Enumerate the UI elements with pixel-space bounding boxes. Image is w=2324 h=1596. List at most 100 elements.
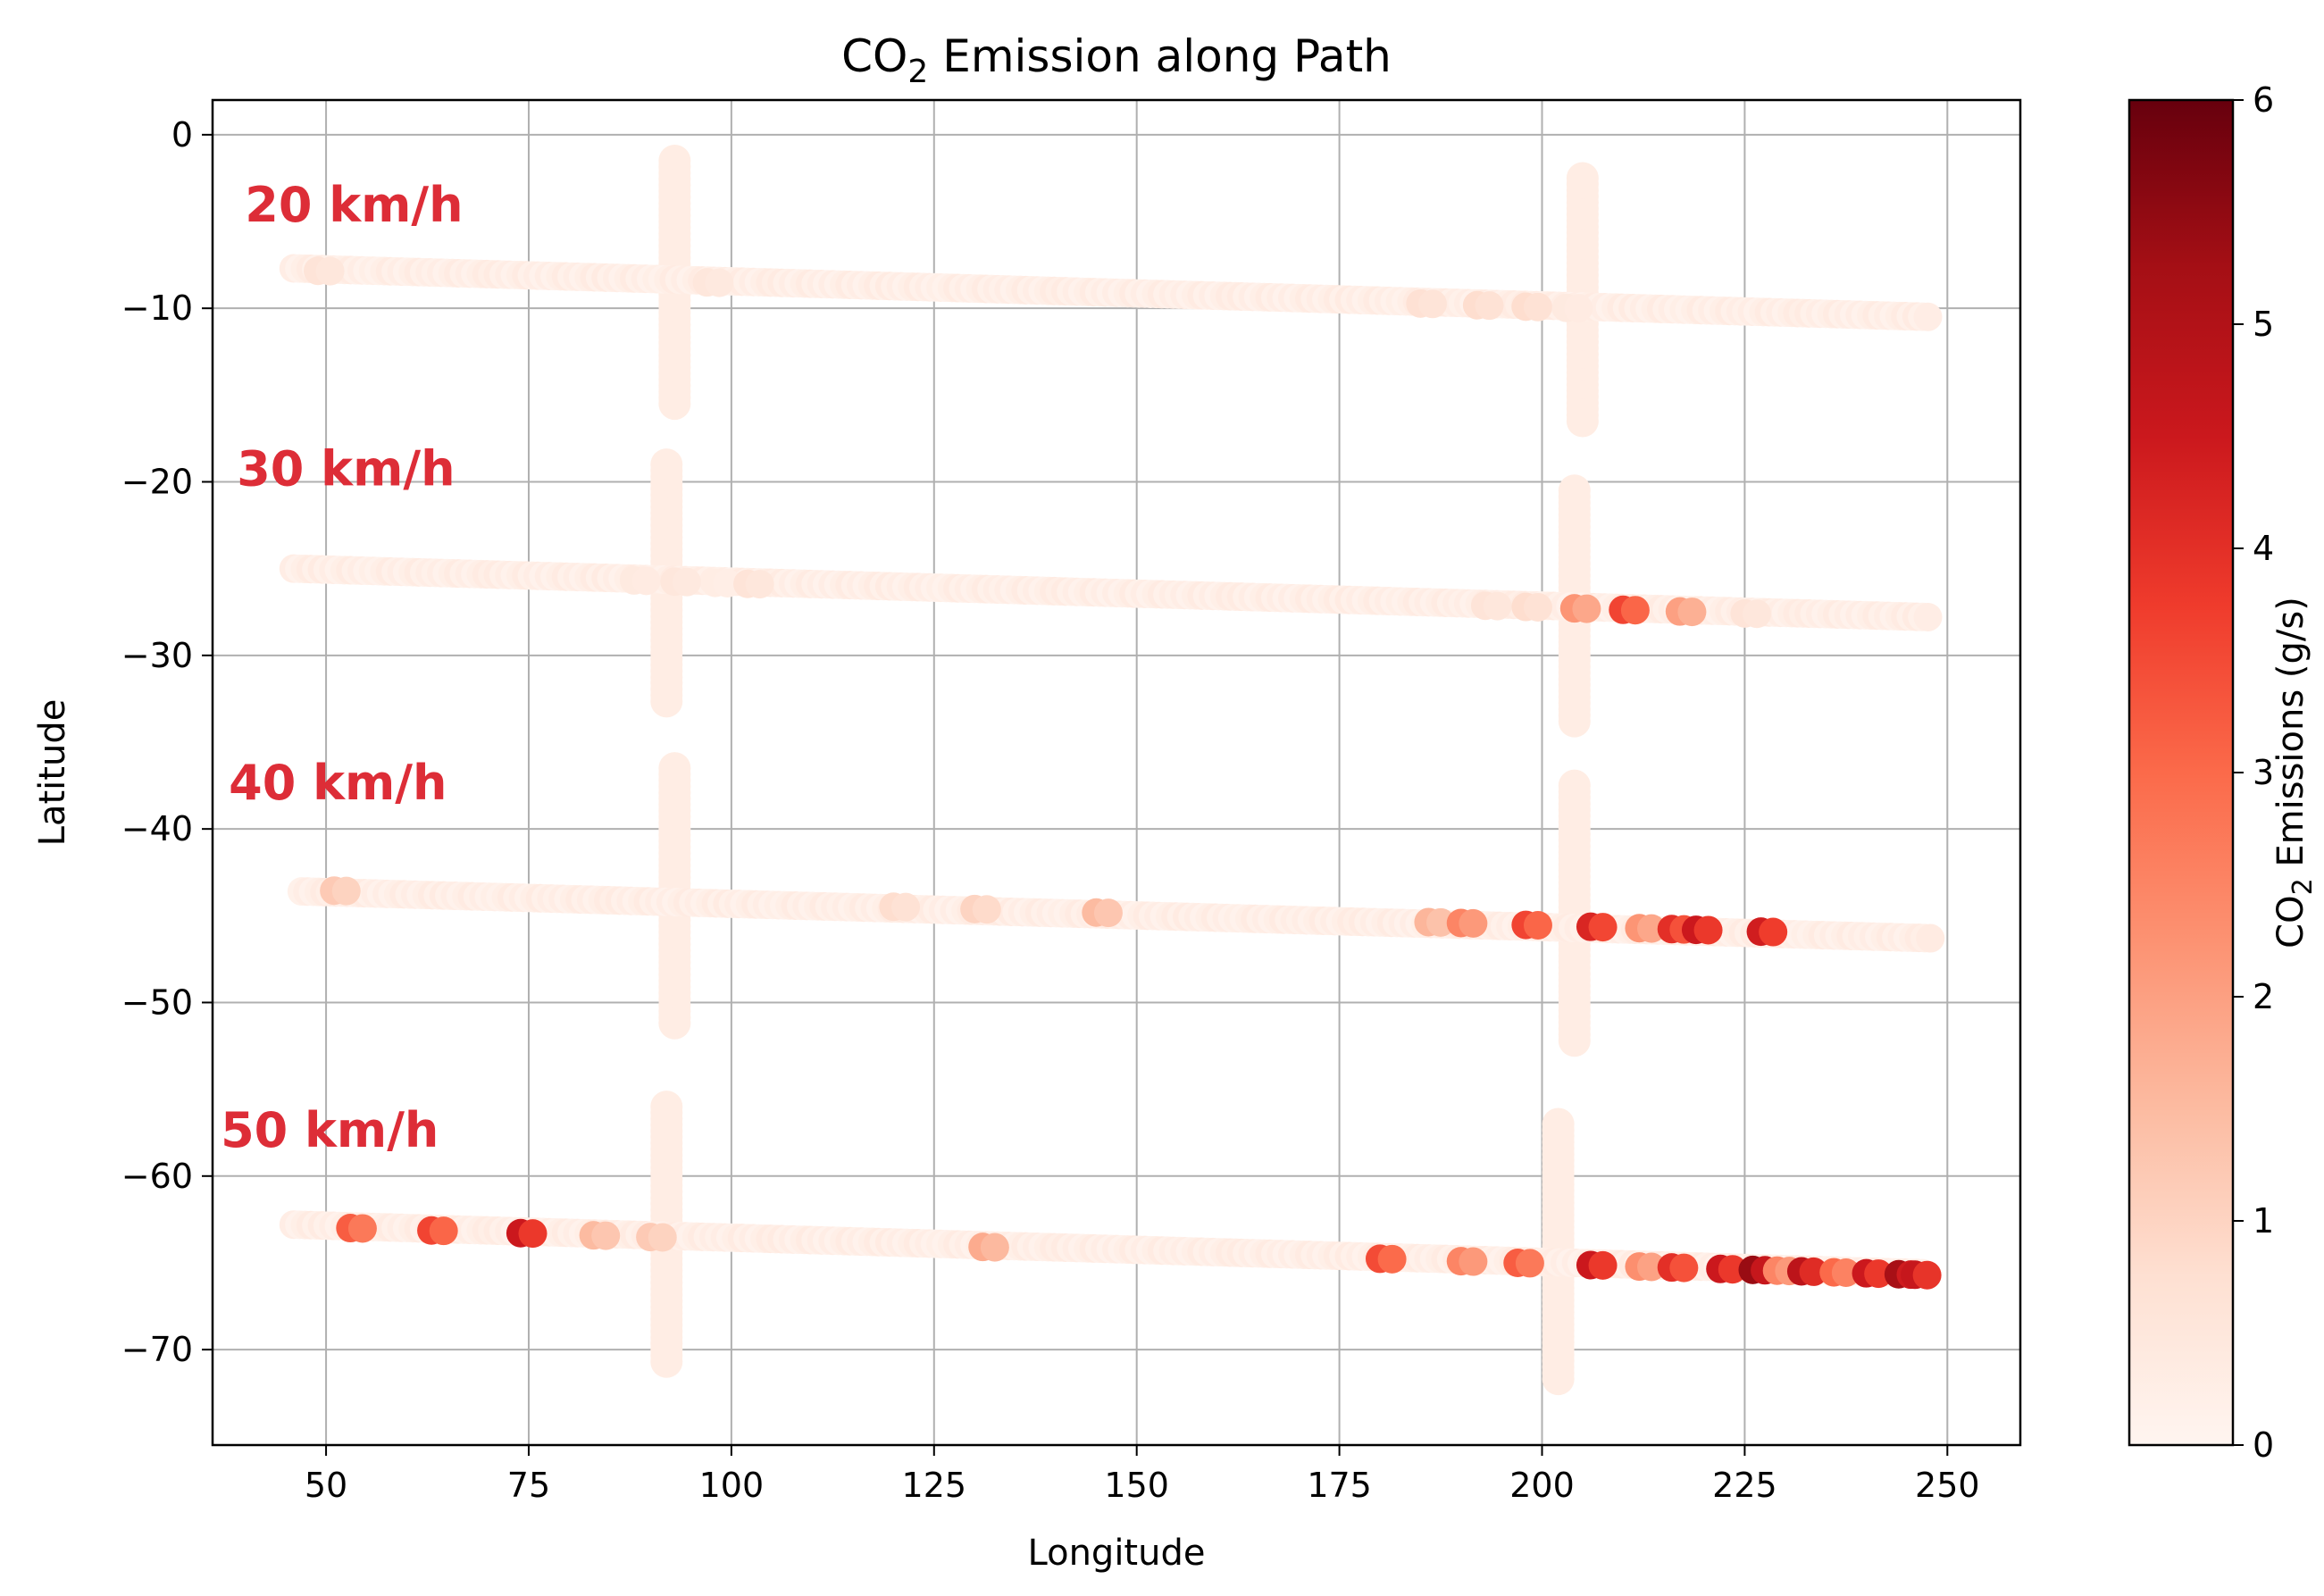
emission-point [972, 895, 1001, 924]
colorbar-tick-label: 0 [2253, 1425, 2274, 1465]
emission-point [980, 1233, 1009, 1262]
y-tick-label: −70 [121, 1330, 193, 1369]
crossing-point [658, 1007, 691, 1040]
plot-area [279, 145, 1945, 1396]
emission-point [1831, 1258, 1860, 1287]
emission-point [1718, 1255, 1747, 1284]
y-tick-label: −60 [121, 1157, 193, 1196]
emission-point [315, 256, 345, 286]
path-point [1913, 602, 1943, 631]
emission-point [1475, 291, 1504, 321]
colorbar-label: CO2 Emissions (g/s) [2270, 597, 2319, 948]
emission-point [891, 892, 921, 922]
y-axis-label: Latitude [32, 699, 73, 847]
crossing-point [1558, 705, 1591, 738]
emission-point [713, 569, 742, 598]
emission-point [1417, 289, 1447, 319]
grid [213, 100, 2020, 1445]
emission-point [1588, 913, 1618, 942]
crossing-point [650, 685, 683, 718]
colorbar-gradient [2128, 98, 2235, 1447]
crossing-point [1558, 1024, 1591, 1057]
path-series-3 [287, 752, 1945, 1057]
emission-point [745, 570, 774, 599]
emission-point [591, 1221, 621, 1250]
path-point [1916, 923, 1945, 953]
emission-point [631, 566, 661, 596]
y-tick-label: −30 [121, 636, 193, 675]
path-series-1 [279, 145, 1943, 438]
emission-point [1523, 910, 1552, 940]
emission-point [1588, 1250, 1618, 1280]
crossing-point [650, 1345, 683, 1378]
colorbar-tick-label: 4 [2253, 529, 2274, 568]
x-tick-label: 175 [1307, 1466, 1372, 1505]
emission-point [1564, 294, 1593, 323]
emission-point [1620, 596, 1650, 625]
x-tick-label: 50 [305, 1466, 347, 1505]
emission-point [429, 1216, 458, 1246]
emission-point [1093, 898, 1123, 928]
crossing-point [1566, 405, 1599, 438]
emission-point [1759, 917, 1788, 947]
x-tick-label: 250 [1915, 1466, 1980, 1505]
y-tick-label: 0 [171, 115, 193, 155]
emission-point [672, 567, 701, 597]
emission-point [1637, 914, 1667, 943]
x-tick-label: 75 [507, 1466, 550, 1505]
speed-annotation: 20 km/h [245, 177, 463, 233]
x-tick-label: 225 [1712, 1466, 1777, 1505]
emission-point [1669, 1253, 1699, 1283]
y-tick-label: −20 [121, 463, 193, 502]
chart-title: CO2 Emission along Path [841, 30, 1392, 90]
emission-point [1377, 1244, 1407, 1274]
emission-point [1459, 1247, 1488, 1276]
crossing-point [1542, 1363, 1575, 1396]
x-tick-label: 200 [1509, 1466, 1575, 1505]
speed-annotations: 20 km/h 30 km/h 40 km/h 50 km/h [221, 177, 464, 1158]
path-series-4 [279, 1090, 1942, 1396]
crossing-point [658, 388, 691, 421]
speed-annotation: 40 km/h [229, 755, 447, 811]
emission-point [331, 876, 361, 906]
colorbar-ticks: 0 1 2 3 4 5 6 [2233, 80, 2274, 1465]
speed-annotation: 50 km/h [221, 1102, 439, 1158]
y-tick-label: −10 [121, 288, 193, 328]
emission-point [1637, 1252, 1667, 1282]
emission-point [1743, 599, 1772, 629]
axis-ticks: 50 75 100 125 150 175 200 225 250 0 −10 −20 −30 −40 −5… [121, 115, 1980, 1505]
path-point [1913, 302, 1943, 331]
emission-point [1523, 292, 1552, 322]
x-axis-label: Longitude [1028, 1533, 1206, 1574]
colorbar-tick-label: 6 [2253, 80, 2274, 120]
emission-point [1459, 908, 1488, 938]
colorbar-tick-label: 1 [2253, 1201, 2274, 1241]
emission-point [648, 1223, 677, 1252]
colorbar-tick-label: 2 [2253, 977, 2274, 1016]
emission-point [1515, 1249, 1544, 1278]
emission-point [518, 1219, 548, 1249]
emission-point [347, 1214, 377, 1243]
emission-point [1572, 594, 1601, 623]
x-tick-label: 150 [1104, 1466, 1169, 1505]
colorbar-tick-label: 3 [2253, 753, 2274, 792]
x-tick-label: 125 [902, 1466, 967, 1505]
plot-frame [211, 98, 2022, 1447]
colorbar-tick-label: 5 [2253, 305, 2274, 344]
emission-point [1483, 591, 1512, 621]
emission-point [1912, 1260, 1942, 1290]
emission-point [1677, 597, 1707, 627]
emission-point [1799, 1257, 1828, 1286]
y-tick-label: −40 [121, 809, 193, 848]
x-tick-label: 100 [699, 1466, 765, 1505]
emission-point [1693, 915, 1723, 945]
emission-point [1426, 907, 1456, 937]
path-series-2 [279, 448, 1943, 738]
colorbar: 0 1 2 3 4 5 6 CO2 Emissions (g/s) [2128, 80, 2319, 1465]
y-tick-label: −50 [121, 982, 193, 1022]
emission-point [1523, 592, 1552, 622]
emission-point [1864, 1259, 1893, 1289]
emission-point [705, 268, 734, 297]
speed-annotation: 30 km/h [237, 440, 455, 497]
